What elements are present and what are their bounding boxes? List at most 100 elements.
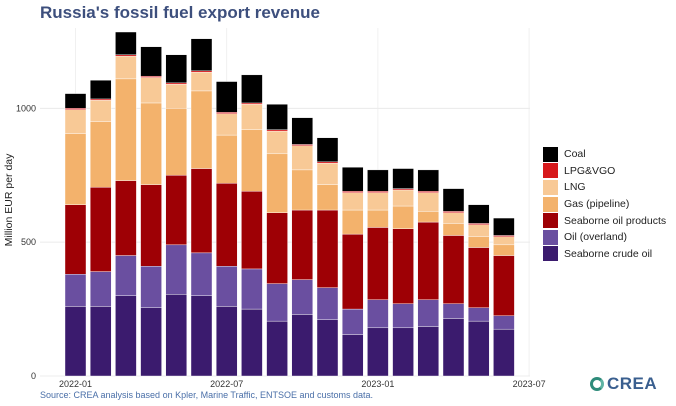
- bar-segment-coal: [493, 217, 515, 236]
- bar-segment-oil-overland-: [241, 268, 263, 310]
- bar-segment-seaborne-crude-oil: [468, 320, 490, 377]
- bar-segment-coal: [316, 137, 339, 163]
- bar-segment-gas-pipeline-: [442, 223, 465, 236]
- bar-segment-oil-overland-: [442, 303, 465, 319]
- bar-segment-lng: [190, 71, 213, 92]
- bar-segment-lpg-vgo: [342, 191, 364, 193]
- bar-segment-lpg-vgo: [442, 211, 465, 213]
- bar-segment-gas-pipeline-: [392, 205, 414, 229]
- bar-segment-gas-pipeline-: [241, 129, 263, 192]
- bar-segment-seaborne-crude-oil: [367, 327, 389, 377]
- bar-segment-oil-overland-: [367, 299, 389, 329]
- legend-swatch: [543, 246, 558, 262]
- bar-segment-lng: [392, 189, 414, 207]
- bar-segment-gas-pipeline-: [291, 169, 313, 211]
- bar-segment-lpg-vgo: [493, 235, 515, 237]
- bar-segment-lpg-vgo: [140, 75, 162, 78]
- bar-segment-seaborne-crude-oil: [241, 308, 263, 377]
- bar-segment-oil-overland-: [342, 308, 364, 335]
- bar-segment-lpg-vgo: [89, 98, 112, 101]
- bar-segment-seaborne-crude-oil: [190, 295, 213, 377]
- bar-segment-gas-pipeline-: [266, 153, 288, 213]
- bar-segment-lpg-vgo: [291, 144, 313, 146]
- legend-item: LPG&VGO: [543, 163, 666, 180]
- bar-segment-oil-overland-: [468, 307, 490, 322]
- bar-segment-coal: [392, 168, 414, 189]
- bar-segment-seaborne-oil-products: [468, 247, 490, 308]
- bar-segment-seaborne-oil-products: [89, 187, 112, 272]
- legend-item: Oil (overland): [543, 229, 666, 246]
- bar-segment-lpg-vgo: [417, 191, 439, 193]
- bar-segment-coal: [367, 169, 389, 192]
- bar-segment-lng: [215, 113, 238, 136]
- legend-swatch: [543, 229, 558, 245]
- bar-segment-lpg-vgo: [64, 108, 87, 110]
- bar-segment-oil-overland-: [266, 283, 288, 322]
- bar-segment-coal: [215, 81, 238, 113]
- bar-segment-gas-pipeline-: [215, 134, 238, 184]
- bar-segment-coal: [115, 31, 137, 55]
- bar-segment-seaborne-crude-oil: [417, 326, 439, 377]
- bar-segment-seaborne-oil-products: [165, 175, 188, 246]
- legend-item: Seaborne oil products: [543, 212, 666, 229]
- bar-segment-seaborne-crude-oil: [89, 306, 112, 377]
- legend-item: Gas (pipeline): [543, 196, 666, 213]
- bar-segment-seaborne-crude-oil: [316, 319, 339, 377]
- bar-segment-oil-overland-: [64, 274, 87, 307]
- bar-segment-lng: [367, 192, 389, 211]
- bar-segment-lpg-vgo: [468, 223, 490, 225]
- bar-segment-coal: [468, 204, 490, 224]
- bar-segment-coal: [266, 104, 288, 130]
- source-note: Source: CREA analysis based on Kpler, Ma…: [40, 390, 373, 400]
- y-tick-label: 1000: [16, 103, 36, 113]
- chart-title: Russia's fossil fuel export revenue: [40, 3, 320, 22]
- bar-segment-seaborne-oil-products: [140, 184, 162, 267]
- bar-segment-coal: [190, 38, 213, 72]
- legend-swatch: [543, 213, 558, 229]
- bar-segment-seaborne-oil-products: [241, 191, 263, 270]
- bar-segment-coal: [342, 166, 364, 192]
- legend-item: Seaborne crude oil: [543, 246, 666, 263]
- bar-segment-seaborne-oil-products: [493, 255, 515, 316]
- bar-segment-seaborne-crude-oil: [291, 314, 313, 377]
- bar-segment-gas-pipeline-: [342, 209, 364, 235]
- bar-segment-oil-overland-: [190, 252, 213, 296]
- bar-segment-lng: [140, 77, 162, 104]
- bar-segment-lng: [442, 212, 465, 224]
- bar-segment-lpg-vgo: [392, 188, 414, 191]
- bar-segment-seaborne-oil-products: [342, 233, 364, 310]
- y-axis-label: Million EUR per day: [3, 153, 15, 247]
- bar-segment-gas-pipeline-: [89, 121, 112, 188]
- legend-item: Coal: [543, 146, 666, 163]
- bar-segment-seaborne-crude-oil: [215, 306, 238, 377]
- bar-segment-lng: [64, 109, 87, 134]
- bar-segment-seaborne-crude-oil: [266, 320, 288, 377]
- bar-segment-lng: [342, 192, 364, 211]
- legend: Coal LPG&VGO LNG Gas (pipeline) Seaborne oil…: [543, 146, 666, 262]
- bar-segment-seaborne-oil-products: [367, 227, 389, 300]
- bar-segment-seaborne-crude-oil: [165, 294, 188, 377]
- bar-segment-seaborne-crude-oil: [342, 334, 364, 377]
- bar-segment-oil-overland-: [89, 271, 112, 307]
- bar-segment-lpg-vgo: [367, 191, 389, 193]
- legend-label: Oil (overland): [564, 231, 628, 244]
- bar-segment-seaborne-oil-products: [190, 168, 213, 254]
- bar-segment-lng: [468, 224, 490, 237]
- bar-segment-seaborne-oil-products: [392, 228, 414, 304]
- bar-segment-seaborne-crude-oil: [442, 318, 465, 377]
- bar-segment-seaborne-oil-products: [442, 235, 465, 304]
- bar-segment-oil-overland-: [165, 244, 188, 295]
- bar-segment-coal: [140, 46, 162, 77]
- bar-segment-lng: [417, 192, 439, 212]
- bar-segment-seaborne-crude-oil: [140, 307, 162, 377]
- bar-segment-lng: [115, 55, 137, 80]
- bar-segment-oil-overland-: [215, 266, 238, 307]
- x-tick-label: 2022-01: [59, 379, 92, 389]
- bar-segment-gas-pipeline-: [417, 211, 439, 223]
- legend-label: Seaborne oil products: [564, 214, 667, 227]
- bar-segment-coal: [165, 54, 188, 84]
- bar-segment-seaborne-oil-products: [115, 180, 137, 256]
- bar-segment-gas-pipeline-: [64, 133, 87, 205]
- bar-segment-seaborne-crude-oil: [392, 327, 414, 377]
